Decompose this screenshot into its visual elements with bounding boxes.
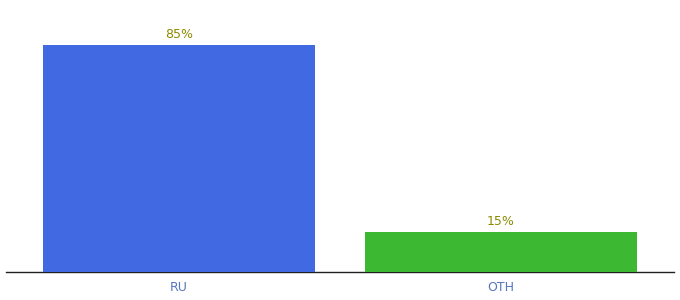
Text: 85%: 85% bbox=[165, 28, 193, 41]
Bar bbox=[364, 232, 637, 272]
Text: 15%: 15% bbox=[487, 215, 515, 228]
Bar bbox=[43, 46, 316, 272]
